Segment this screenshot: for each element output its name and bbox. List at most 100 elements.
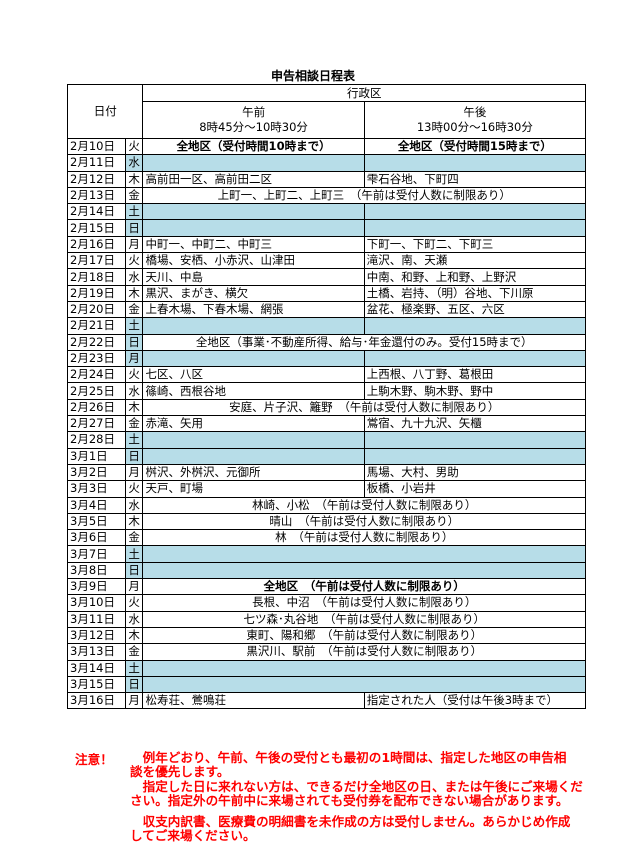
weekday-cell: 金 (124, 186, 144, 205)
date-cell: 2月12日 (67, 170, 126, 188)
all-day-cell: 全地区（事業･不動産所得、給与･年金還付のみ。受付15時まで） (142, 333, 586, 351)
am-cell: 全地区（受付時間10時まで） (142, 137, 365, 156)
am-cell: 高前田一区、高前田二区 (142, 170, 365, 188)
notice-line: 指定した日に来れない方は、できるだけ全地区の日、または午後にご来場くだ (130, 779, 583, 794)
weekday-cell: 日 (124, 675, 144, 694)
notice-label: 注意！ (75, 752, 113, 767)
schedule-row: 2月16日月中町一、中町二、中町三 下町一、下町二、下町三 (67, 235, 587, 254)
schedule-row: 3月4日水林崎、小松 （午前は受付人数に制限あり） (67, 496, 586, 514)
schedule-row: 2月21日土 (67, 317, 587, 335)
date-cell: 2月28日 (67, 431, 126, 449)
pm-cell-holiday (363, 219, 587, 237)
weekday-cell: 月 (124, 349, 144, 368)
weekday-cell: 日 (124, 333, 144, 351)
date-cell: 3月10日 (67, 594, 126, 612)
schedule-row: 3月7日土 (67, 545, 586, 563)
weekday-cell: 月 (124, 578, 144, 596)
weekday-cell: 火 (124, 480, 144, 498)
am-cell-holiday (142, 447, 365, 465)
weekday-cell: 金 (124, 415, 144, 433)
all-day-cell: 安庭、片子沢、籬野 （午前は受付人数に制限あり） (142, 398, 586, 417)
date-cell: 3月12日 (67, 626, 126, 645)
pm-time: 13時00分～16時30分 (416, 120, 533, 134)
schedule-row: 3月9日月全地区 （午前は受付人数に制限あり） (67, 578, 586, 596)
schedule-row: 2月28日土 (67, 431, 587, 449)
date-cell: 2月26日 (67, 398, 126, 417)
weekday-cell: 火 (124, 594, 144, 612)
header-row: 日付 行政区 (66, 84, 586, 139)
am-cell-holiday (142, 349, 365, 368)
schedule-row: 3月11日水七ツ森･丸谷地 （午前は受付人数に制限あり） (67, 610, 586, 628)
pm-cell: 土橋、岩持、（明）谷地、下川原 (363, 284, 587, 302)
weekday-cell: 金 (124, 643, 144, 661)
schedule-row: 2月22日日全地区（事業･不動産所得、給与･年金還付のみ。受付15時まで） (67, 333, 586, 351)
pm-cell-holiday (363, 349, 587, 368)
am-cell: 天戸、町場 (142, 480, 365, 498)
date-header: 日付 (66, 84, 144, 139)
all-day-cell: 林崎、小松 （午前は受付人数に制限あり） (142, 496, 586, 514)
weekday-cell: 土 (124, 659, 144, 677)
schedule-row: 3月12日木東町、陽和郷 （午前は受付人数に制限あり） (67, 626, 586, 645)
date-cell: 3月3日 (67, 480, 126, 498)
weekday-cell: 木 (124, 398, 144, 417)
schedule-row: 2月12日木高前田一区、高前田二区 雫石谷地、下町四 (67, 170, 587, 188)
am-header: 午前 8時45分～10時30分 (142, 101, 365, 139)
schedule-row: 2月10日火全地区（受付時間10時まで） 全地区（受付時間15時まで） (67, 137, 587, 156)
am-cell-holiday (142, 203, 365, 221)
pm-label: 午後 (463, 105, 487, 119)
am-cell: 桝沢、外桝沢、元御所 (142, 463, 365, 482)
all-day-cell-holiday (142, 675, 586, 694)
date-cell: 3月8日 (67, 561, 126, 580)
date-cell: 2月20日 (67, 300, 126, 319)
date-cell: 3月16日 (67, 692, 126, 710)
date-cell: 2月16日 (67, 235, 126, 254)
date-cell: 3月14日 (67, 659, 126, 677)
date-cell: 3月13日 (67, 643, 126, 661)
all-day-cell: 林 （午前は受付人数に制限あり） (142, 529, 586, 547)
date-cell: 3月11日 (67, 610, 126, 628)
schedule-row: 2月25日水篠崎、西根谷地 上駒木野、駒木野、野中 (67, 382, 587, 400)
schedule-row: 3月8日日 (67, 561, 586, 580)
schedule-row: 3月1日日 (67, 447, 587, 465)
schedule-row: 3月2日月桝沢、外桝沢、元御所 馬場、大村、男助 (67, 463, 587, 482)
notice-line: さい。指定外の午前中に来場されても受付券を配布できない場合があります。 (130, 793, 569, 808)
date-cell: 2月23日 (67, 349, 126, 368)
all-day-cell: 黒沢川、駅前 （午前は受付人数に制限あり） (142, 643, 586, 661)
weekday-cell: 日 (124, 561, 144, 580)
weekday-cell: 水 (124, 154, 144, 172)
weekday-cell: 土 (124, 203, 144, 221)
weekday-cell: 土 (124, 545, 144, 563)
date-cell: 3月7日 (67, 545, 126, 563)
date-cell: 2月21日 (67, 317, 126, 335)
date-cell: 2月17日 (67, 252, 126, 270)
pm-cell: 雫石谷地、下町四 (363, 170, 587, 188)
weekday-cell: 木 (124, 170, 144, 188)
am-cell: 中町一、中町二、中町三 (142, 235, 365, 254)
all-day-cell: 晴山 （午前は受付人数に制限あり） (142, 512, 586, 531)
pm-cell: 盆花、極楽野、五区、六区 (363, 300, 587, 319)
schedule-row: 3月5日木晴山 （午前は受付人数に制限あり） (67, 512, 586, 531)
pm-cell: 上西根、八丁野、葛根田 (363, 366, 587, 384)
am-cell-holiday (142, 317, 365, 335)
weekday-cell: 金 (124, 529, 144, 547)
weekday-cell: 火 (124, 252, 144, 270)
schedule-row: 2月27日金赤滝、矢用 鴬宿、九十九沢、矢櫃 (67, 415, 587, 433)
schedule-row: 2月18日水天川、中島 中南、和野、上和野、上野沢 (67, 268, 587, 286)
weekday-cell: 水 (124, 496, 144, 514)
weekday-cell: 月 (124, 463, 144, 482)
am-cell: 黒沢、まがき、横欠 (142, 284, 365, 302)
pm-header: 午後 13時00分～16時30分 (363, 101, 587, 139)
page-title: 申告相談日程表 (270, 69, 355, 83)
weekday-cell: 水 (124, 268, 144, 286)
schedule-row: 3月6日金林 （午前は受付人数に制限あり） (67, 529, 586, 547)
district-header: 行政区 (142, 84, 586, 102)
weekday-cell: 土 (124, 317, 144, 335)
date-cell: 2月18日 (67, 268, 126, 286)
date-cell: 2月10日 (67, 137, 126, 156)
weekday-cell: 木 (124, 512, 144, 531)
am-cell: 七区、八区 (142, 366, 365, 384)
pm-cell: 板橋、小岩井 (363, 480, 587, 498)
date-cell: 3月9日 (67, 578, 126, 596)
schedule-row: 2月11日水 (67, 154, 587, 172)
am-label: 午前 (242, 105, 266, 119)
